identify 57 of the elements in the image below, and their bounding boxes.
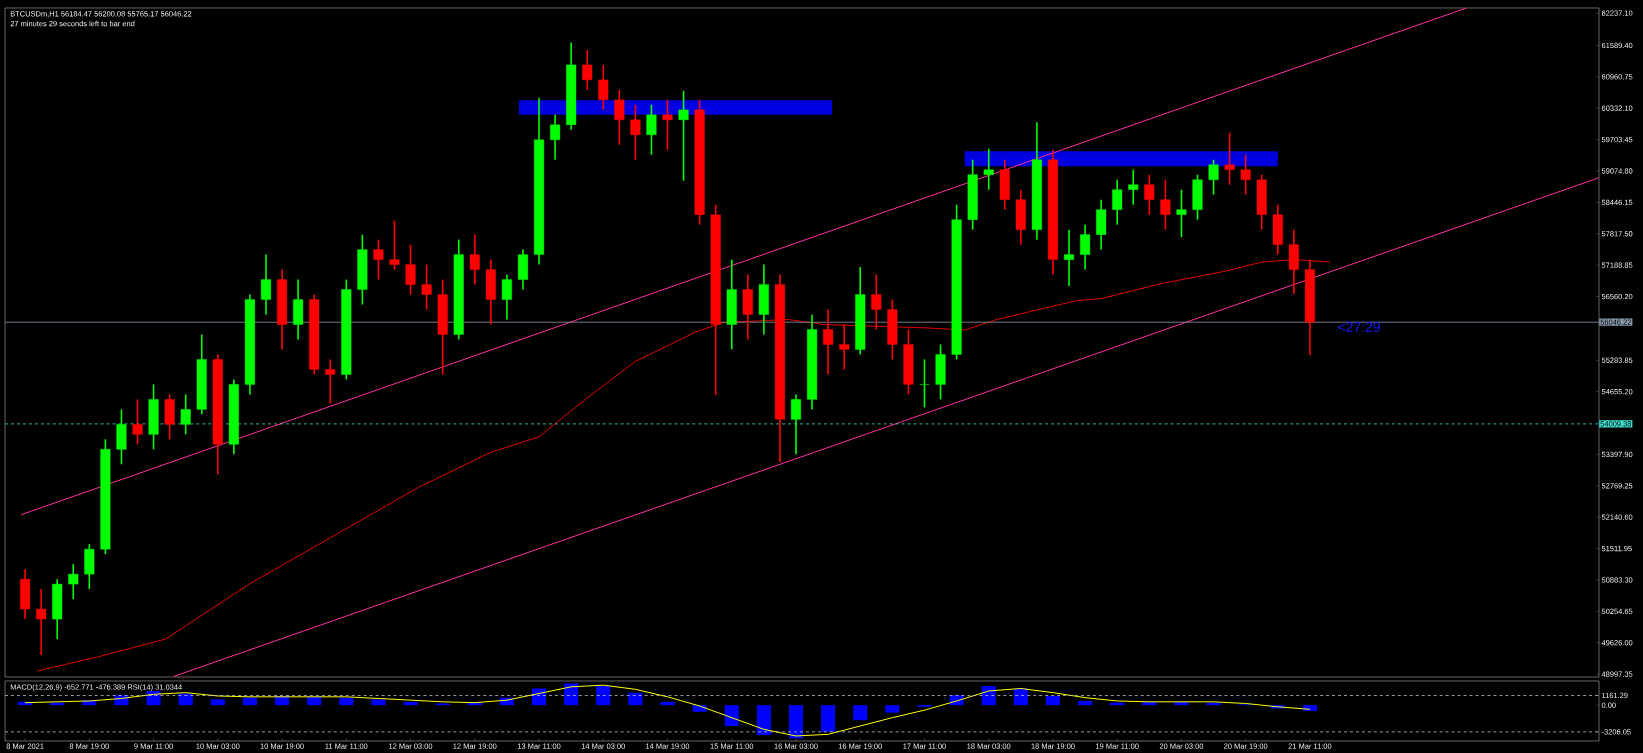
candlestick [662,99,673,151]
candlestick [839,323,850,371]
candlestick [68,563,79,600]
candlestick [823,308,834,376]
bar [724,705,739,726]
candlestick [389,219,400,271]
bar [1078,700,1093,706]
bar [660,701,675,706]
bar [307,696,322,706]
candlestick [421,263,432,311]
candlestick [1112,178,1123,226]
bar [885,705,900,713]
annotation: <27:29 [1338,322,1380,332]
candlestick [501,273,512,321]
candlestick [790,393,802,456]
candlestick [871,273,882,331]
bar [628,692,643,706]
bar [210,699,225,706]
bar [242,697,257,706]
candlestick [550,114,561,161]
bar [756,705,771,736]
bar [788,705,804,739]
candlestick [1176,188,1187,238]
candlestick [405,243,416,296]
bar [853,705,868,721]
candlestick [36,588,47,656]
bar [821,705,836,732]
candlestick [614,89,625,146]
candlestick [1160,178,1171,231]
candlestick [983,147,994,191]
candlestick [919,358,930,409]
line-series [36,259,1331,672]
candlestick [1144,173,1155,216]
bar [596,685,611,706]
bar [981,685,996,706]
candlestick [678,90,689,182]
candlestick [1208,158,1219,196]
bar [1045,695,1060,706]
candlestick [373,238,384,281]
candlestick [1080,223,1091,271]
bar [178,693,193,706]
candlestick [469,233,480,286]
bar [339,697,354,706]
candlestick [582,49,593,91]
candlestick [630,104,641,161]
candlestick [132,398,143,446]
candlestick [598,64,609,111]
candlestick [646,104,657,156]
bar [564,683,579,706]
bar [371,699,386,706]
candlestick [1224,132,1235,186]
candlestick [1064,228,1075,287]
candlestick [180,393,191,436]
candlestick [1240,153,1251,196]
candlestick [260,253,272,316]
candlestick [1128,168,1139,206]
candlestick [325,358,336,405]
